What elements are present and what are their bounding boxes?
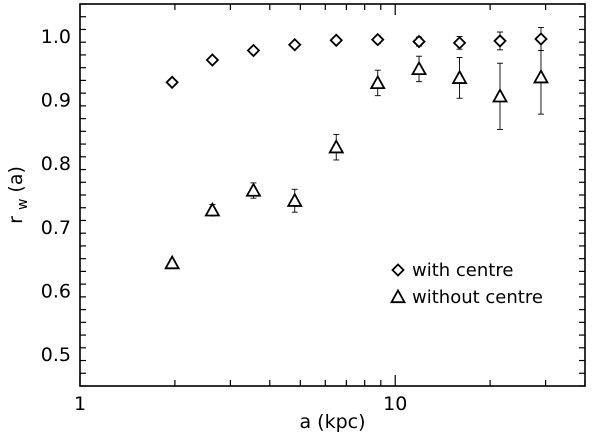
data-point-diamond: [493, 34, 507, 48]
y-tick-label: 0.6: [41, 281, 71, 303]
y-axis-title-subscript: w: [15, 199, 31, 210]
data-point-triangle: [245, 182, 262, 197]
legend-label: with centre: [412, 260, 513, 281]
y-axis-title: r w (a): [5, 166, 31, 224]
data-point-diamond: [246, 43, 261, 58]
y-tick-label: 0.5: [41, 344, 71, 366]
x-tick-label: 10: [383, 393, 407, 415]
data-point-triangle: [451, 69, 468, 84]
plot-frame: [79, 3, 586, 387]
y-axis-title-rest: (a): [5, 166, 27, 192]
data-point-diamond: [287, 37, 302, 52]
axes-group: 0.5 0.6 0.7 0.8 0.9 1.0 1 10: [41, 3, 586, 415]
y-axis-title-main: r: [5, 216, 27, 224]
data-point-triangle: [204, 201, 221, 217]
data-point-triangle: [286, 192, 303, 207]
data-point-triangle: [328, 138, 345, 154]
data-point-diamond: [412, 34, 426, 49]
y-tick-label: 1.0: [41, 26, 71, 48]
data-point-diamond: [165, 75, 179, 90]
x-axis-title: a (kpc): [299, 411, 365, 433]
error-bars-group: [169, 27, 544, 267]
legend-marker-diamond: [391, 263, 405, 277]
data-point-diamond: [370, 32, 385, 47]
data-point-diamond: [329, 33, 344, 48]
data-point-triangle: [369, 74, 386, 90]
data-point-triangle: [491, 87, 509, 103]
legend-marker-triangle: [389, 288, 407, 304]
data-point-triangle: [532, 68, 550, 84]
y-tick-label: 0.8: [41, 153, 71, 175]
x-tick-label: 1: [74, 393, 86, 415]
y-tick-label: 0.7: [41, 217, 71, 239]
data-point-triangle: [164, 254, 181, 270]
data-point-diamond: [534, 32, 548, 46]
data-point-diamond: [452, 36, 467, 50]
data-point-diamond: [205, 53, 220, 67]
legend-label: without centre: [412, 287, 543, 308]
legend: with centre without centre: [389, 260, 543, 308]
data-point-triangle: [411, 60, 428, 76]
y-tick-label: 0.9: [41, 90, 71, 112]
markers-group: [164, 32, 550, 270]
